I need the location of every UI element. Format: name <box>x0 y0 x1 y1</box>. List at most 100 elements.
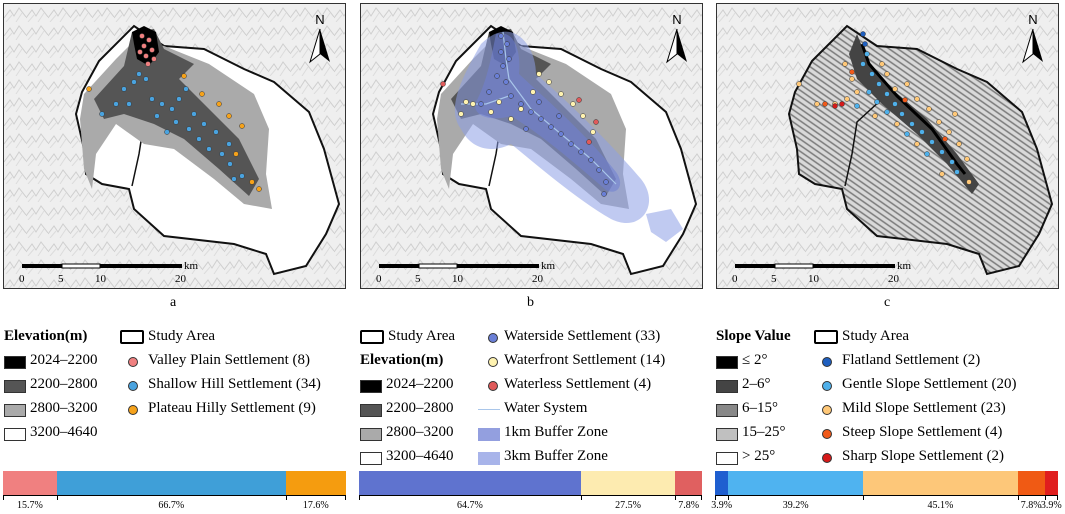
elevation-label-2: 2200–2800 <box>386 400 454 416</box>
bar-baseline <box>715 495 1058 496</box>
waterfront-settlement <box>580 113 586 119</box>
waterside-settlement <box>506 56 512 62</box>
settlements-b <box>440 33 609 197</box>
waterfront-settlement <box>536 71 542 77</box>
bar-segment <box>1017 471 1045 495</box>
elevation-swatch-4 <box>4 428 26 441</box>
gentle-slope-settlement <box>892 101 898 107</box>
shallow-hill-settlement <box>149 96 155 102</box>
slope-swatch-2 <box>716 380 738 393</box>
mild-slope-settlement <box>904 81 910 87</box>
shallow-hill-settlement <box>231 176 237 182</box>
elevation-swatch-1 <box>360 380 382 393</box>
shallow-hill-settlement <box>173 119 179 125</box>
waterside-settlement <box>536 99 542 105</box>
settlement-label-a3: Plateau Hilly Settlement (9) <box>148 400 316 416</box>
waterless-settlement <box>586 139 592 145</box>
elevation-label-3: 2800–3200 <box>386 424 454 440</box>
waterless-settlement <box>576 97 582 103</box>
mild-slope-settlement <box>844 96 850 102</box>
shallow-hill-marker <box>128 381 138 391</box>
waterside-settlement <box>494 73 500 79</box>
waterside-settlement <box>498 49 504 55</box>
waterfront-settlement <box>590 129 596 135</box>
shallow-hill-settlement <box>126 101 132 107</box>
bar-tick <box>3 495 4 500</box>
plateau-hilly-settlement <box>256 186 262 192</box>
valley-plain-marker <box>128 357 138 367</box>
shallow-hill-settlement <box>183 86 189 92</box>
slope-flat-channel <box>860 43 967 175</box>
water-system-line <box>478 409 500 410</box>
map-a-svg: N km 0 5 10 20 <box>4 4 345 288</box>
valley-plain-settlement <box>146 37 152 43</box>
shallow-hill-settlement <box>169 106 175 112</box>
slope-swatch-5 <box>716 452 738 465</box>
waterside-settlement <box>486 89 492 95</box>
study-area-label: Study Area <box>148 328 216 344</box>
shallow-hill-settlement <box>219 151 225 157</box>
scale-unit: km <box>541 260 556 272</box>
waterfront-settlement <box>518 106 524 112</box>
scale-unit: km <box>897 260 912 272</box>
valley-plain-settlement <box>145 61 151 67</box>
shallow-hill-settlement <box>196 136 202 142</box>
flatland-marker <box>822 357 832 367</box>
bar-tick <box>715 495 716 500</box>
flatland-settlement <box>860 31 866 37</box>
scale-tick: 10 <box>95 273 107 285</box>
map-panel-c: N km 0 5 10 20 <box>716 3 1059 289</box>
sharp-slope-settlement <box>839 101 845 107</box>
waterfront-settlement <box>530 89 536 95</box>
mild-slope-settlement <box>939 171 945 177</box>
study-area-swatch <box>120 330 144 344</box>
valley-plain-settlement <box>149 47 155 53</box>
mild-slope-settlement <box>879 61 885 67</box>
north-arrow: N <box>309 12 330 64</box>
north-arrow: N <box>666 12 687 64</box>
shallow-hill-settlement <box>113 101 119 107</box>
elevation-swatch-4 <box>360 452 382 465</box>
mild-slope-settlement <box>892 86 898 92</box>
gentle-slope-settlement <box>884 91 890 97</box>
settlement-label-a1: Valley Plain Settlement (8) <box>148 352 311 368</box>
sharp-slope-settlement <box>832 103 838 109</box>
map-panel-b: N km 0 5 10 20 <box>360 3 703 289</box>
slope-label-3: 6–15° <box>742 400 778 416</box>
gentle-slope-settlement <box>954 169 960 175</box>
mild-slope-settlement <box>814 101 820 107</box>
settlements-c <box>796 31 972 185</box>
bar-tick <box>1057 495 1058 500</box>
mild-slope-settlement <box>952 111 958 117</box>
slope-label-5: > 25° <box>742 448 776 464</box>
waterfront-settlement <box>470 101 476 107</box>
waterside-settlement <box>556 113 562 119</box>
mild-slope-settlement <box>936 119 942 125</box>
scale-tick: 10 <box>452 273 464 285</box>
shallow-hill-settlement <box>213 129 219 135</box>
bar-segment <box>580 471 676 495</box>
panel-label-b: b <box>527 295 534 310</box>
shallow-hill-settlement <box>154 113 160 119</box>
waterside-settlement <box>504 41 510 47</box>
bar-tick <box>862 495 864 500</box>
plateau-hilly-marker <box>128 405 138 415</box>
study-area-swatch <box>360 330 384 344</box>
elevation-swatch-3 <box>360 428 382 441</box>
plateau-hilly-settlement <box>216 101 222 107</box>
waterside-settlement <box>498 33 504 39</box>
legend-a-title: Elevation(m) <box>4 328 88 344</box>
elevation-2200-2800 <box>94 29 259 196</box>
bar-segment <box>1044 471 1058 495</box>
water-system <box>461 95 510 105</box>
north-arrow: N <box>1022 12 1043 64</box>
shallow-hill-settlement <box>239 173 245 179</box>
bar-segment <box>359 471 581 495</box>
bar-tick <box>728 495 730 500</box>
mild-slope-settlement <box>956 141 962 147</box>
waterfront-settlement <box>463 99 469 105</box>
waterside-settlement <box>568 141 574 147</box>
gentle-slope-settlement <box>869 71 875 77</box>
bar-tick <box>285 495 287 500</box>
sharp-slope-marker <box>822 453 832 463</box>
